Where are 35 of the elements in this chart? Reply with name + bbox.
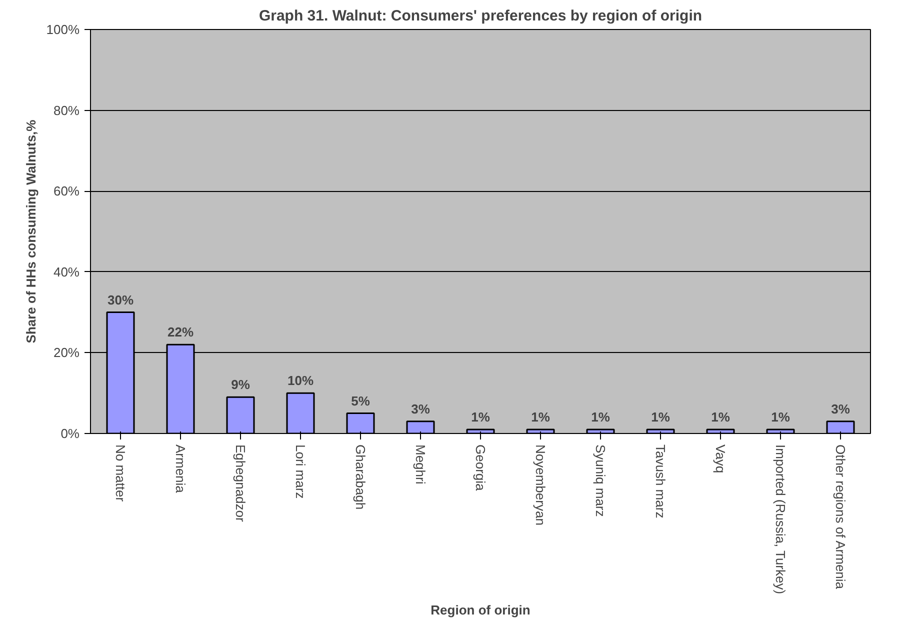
x-tick-label: Lori marz — [293, 444, 308, 499]
data-label: 3% — [411, 401, 430, 416]
x-tick-label: Georgia — [473, 444, 488, 492]
data-label: 5% — [351, 393, 370, 408]
x-tick-label: Imported (Russia, Turkey) — [773, 444, 788, 594]
data-label: 22% — [167, 324, 194, 340]
data-label: 1% — [771, 409, 790, 424]
x-tick-label: Eghegnadzor — [233, 444, 248, 523]
x-tick-label: Gharabagh — [353, 444, 368, 510]
x-axis-title: Region of origin — [430, 602, 530, 618]
x-tick-label: Meghri — [413, 444, 428, 484]
x-tick-label: Other regions of Armenia — [833, 444, 848, 590]
y-tick-label: 20% — [53, 345, 80, 360]
x-tick-label: Vayq — [713, 444, 728, 474]
x-tick-label: Tavush marz — [653, 444, 668, 518]
data-label: 9% — [231, 377, 250, 392]
x-tick-label: No matter — [113, 444, 128, 502]
x-tick-label: Syuniq marz — [593, 444, 608, 517]
x-tick-label: Armenia — [173, 444, 188, 494]
data-label: 1% — [471, 409, 490, 424]
data-label: 30% — [107, 292, 134, 308]
data-label: 1% — [711, 409, 730, 424]
data-label: 1% — [591, 409, 610, 424]
x-tick-label: Noyemberyan — [533, 444, 548, 526]
data-label: 1% — [531, 409, 550, 424]
y-tick-label: 80% — [53, 102, 80, 118]
data-label: 10% — [287, 373, 314, 388]
data-label: 3% — [831, 401, 850, 416]
y-axis-title: Share of HHs consuming Walnuts,% — [23, 119, 38, 344]
data-label: 1% — [651, 409, 670, 424]
y-tick-label: 0% — [60, 426, 80, 441]
y-tick-label: 40% — [53, 264, 80, 280]
chart-title: Graph 31. Walnut: Consumers' preferences by region of origin — [258, 8, 702, 24]
y-tick-label: 100% — [46, 22, 80, 37]
y-tick-label: 60% — [53, 184, 80, 199]
